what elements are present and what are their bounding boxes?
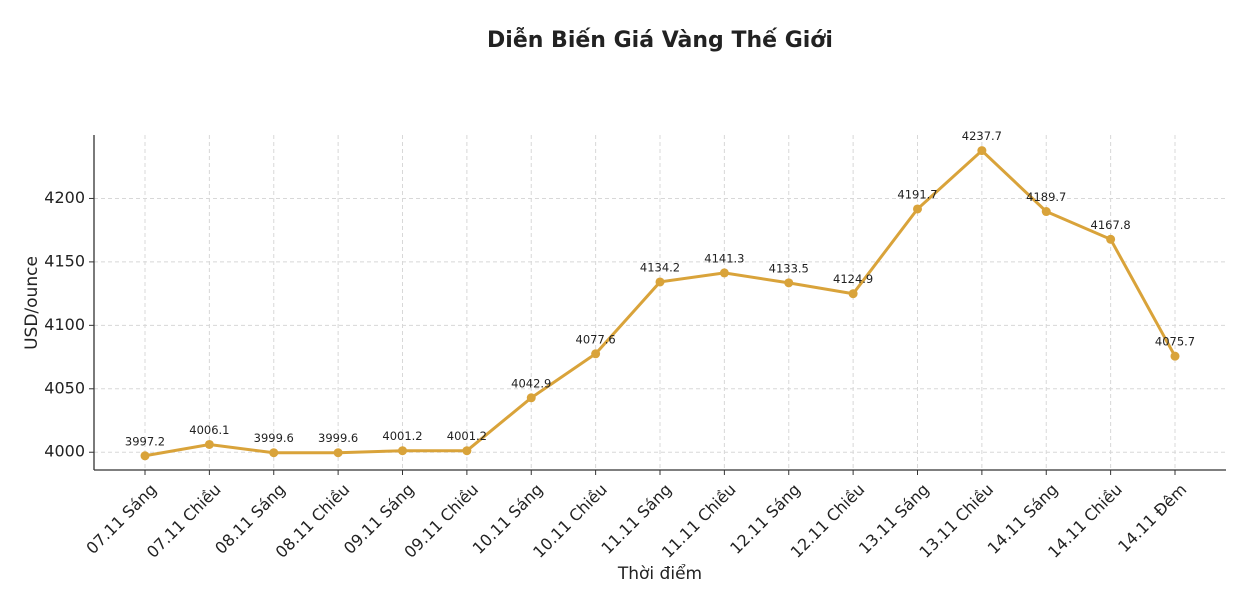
- data-label: 4191.7: [897, 187, 937, 201]
- point: [913, 204, 922, 214]
- data-label: 3999.6: [318, 431, 358, 445]
- data-label: 3999.6: [254, 431, 294, 445]
- y-axis-label: USD/ounce: [22, 256, 42, 350]
- data-label: 4189.7: [1026, 190, 1066, 204]
- data-label: 4001.2: [382, 429, 422, 443]
- data-label: 4042.9: [511, 376, 551, 390]
- point: [848, 289, 858, 299]
- data-label: 4001.2: [447, 429, 487, 443]
- point: [719, 268, 729, 278]
- point: [1041, 207, 1051, 217]
- data-label: 4237.7: [962, 129, 1002, 143]
- point: [784, 278, 794, 288]
- y-tick-label: 4200: [44, 188, 85, 207]
- point: [462, 446, 472, 456]
- y-tick-label: 4150: [44, 251, 85, 270]
- data-label: 4133.5: [769, 261, 809, 275]
- data-label: 4141.3: [704, 251, 744, 265]
- data-label: 3997.2: [125, 434, 165, 448]
- data-label: 4124.9: [833, 272, 873, 286]
- point: [977, 146, 987, 156]
- point: [655, 277, 665, 287]
- point: [204, 439, 214, 449]
- chart-title: Diễn Biến Giá Vàng Thế Giới: [487, 28, 833, 53]
- x-tick-label: 14.11 Đêm: [1114, 480, 1190, 556]
- point: [269, 448, 279, 458]
- data-label: 4006.1: [189, 423, 229, 437]
- point: [398, 446, 407, 456]
- y-tick-label: 4000: [44, 442, 85, 461]
- point: [591, 349, 601, 359]
- y-tick-label: 4050: [44, 378, 85, 397]
- point: [1170, 351, 1180, 361]
- point: [1106, 234, 1116, 244]
- data-label: 4167.8: [1091, 218, 1131, 232]
- point: [140, 451, 150, 461]
- data-label: 4075.7: [1155, 335, 1195, 349]
- point: [526, 393, 536, 403]
- x-axis-label: Thời điểm: [617, 563, 702, 584]
- point: [333, 448, 343, 458]
- data-label: 4134.2: [640, 260, 680, 274]
- y-tick-label: 4100: [44, 315, 85, 334]
- data-label: 4077.6: [576, 332, 616, 346]
